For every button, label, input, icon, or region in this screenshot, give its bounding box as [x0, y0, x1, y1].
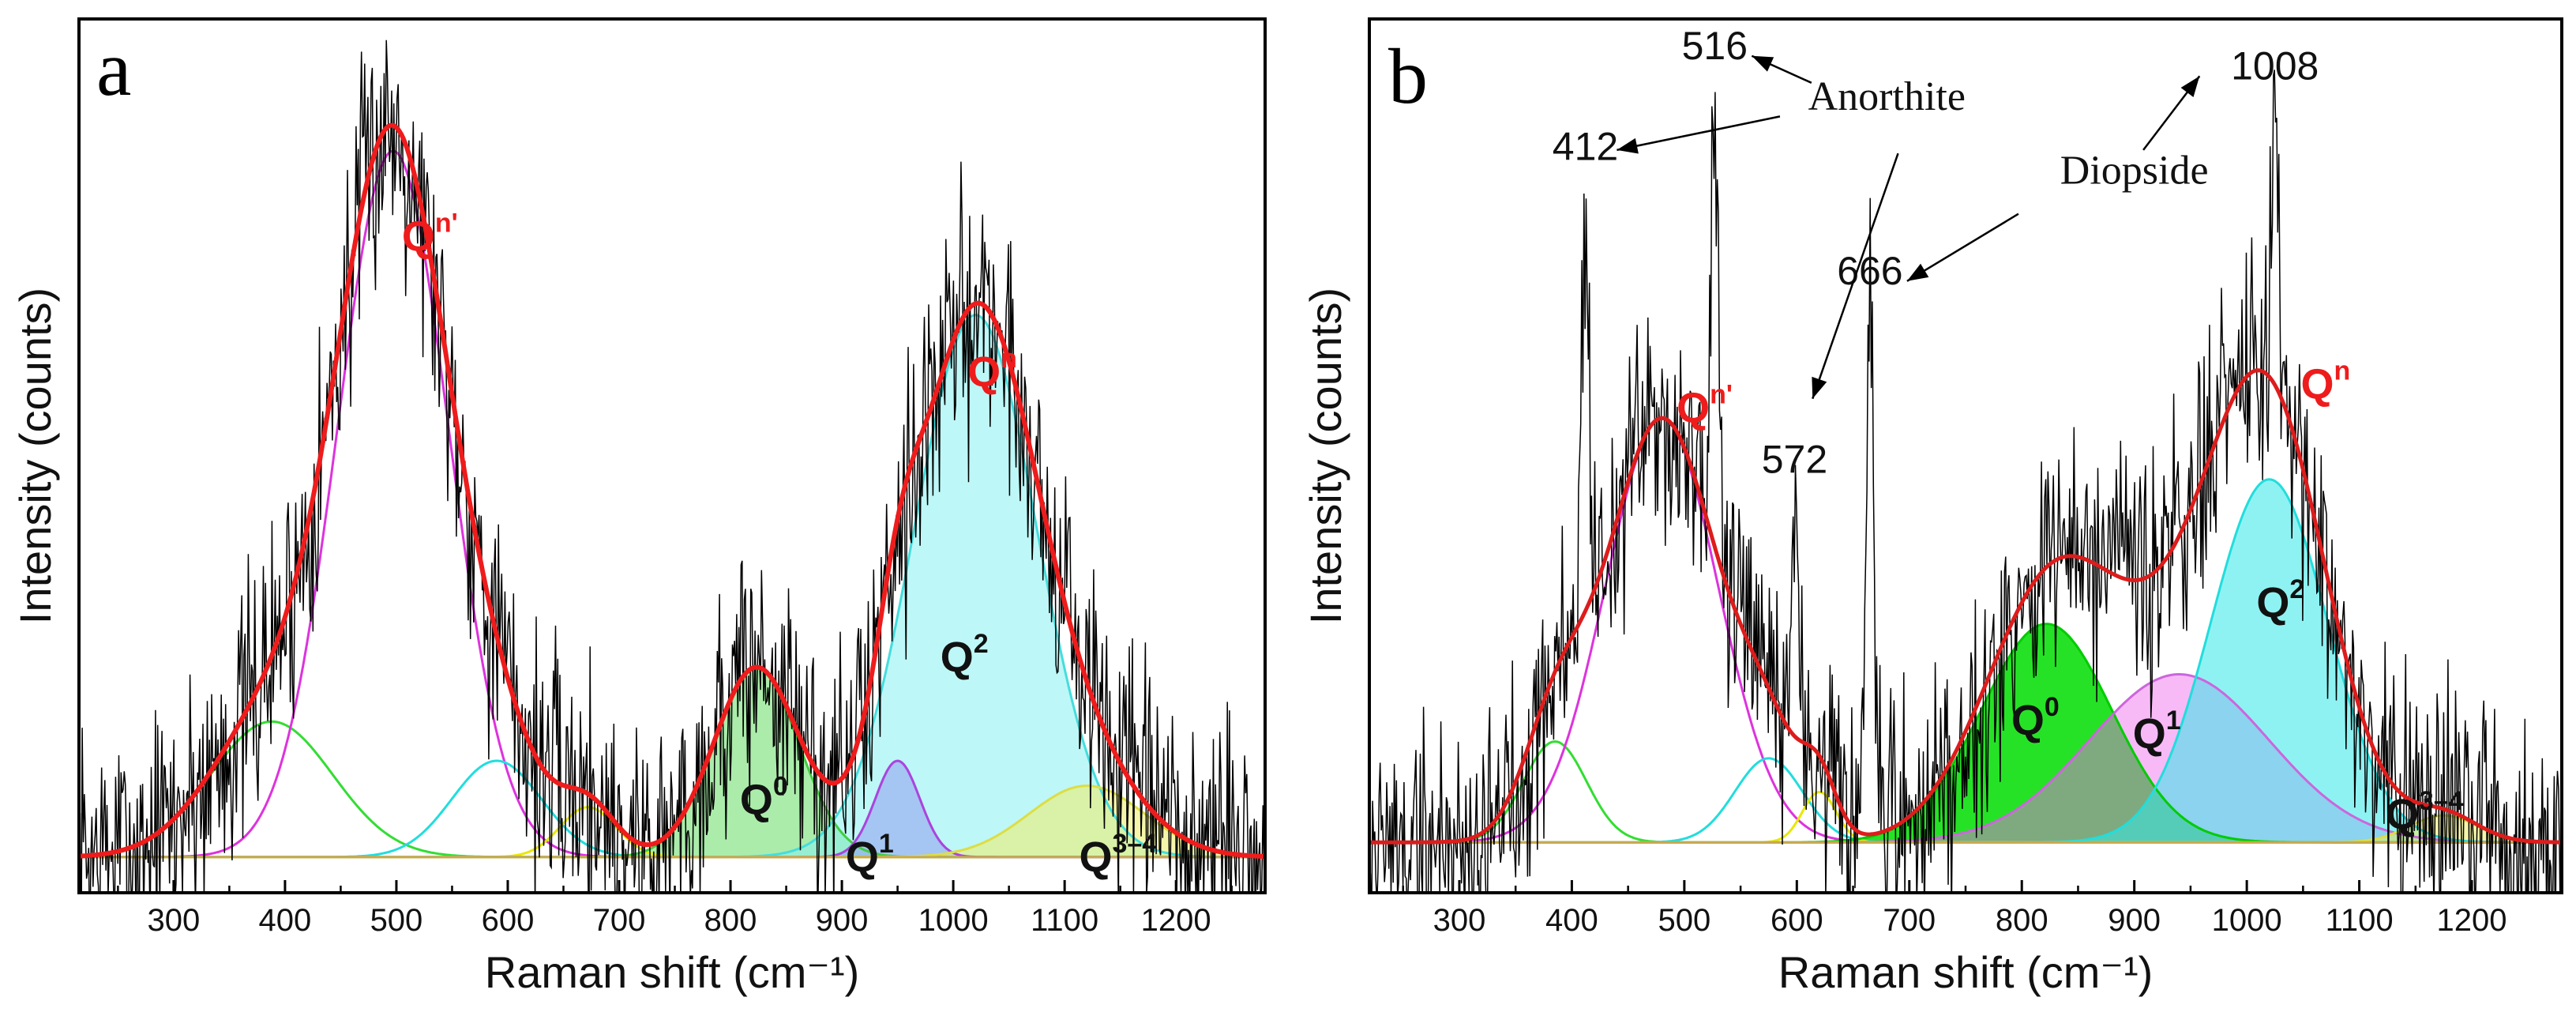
x-tick-label-400: 400: [1545, 903, 1598, 938]
component-label-q-0: Q0: [740, 772, 788, 824]
peak-annotation-666: 666: [1837, 249, 1902, 293]
x-tick-label-1000: 1000: [2212, 903, 2282, 938]
x-axis-title-b: Raman shift (cm⁻¹): [1778, 947, 2154, 997]
peak-lines-a: [79, 149, 1265, 859]
y-axis-title-b: Intensity (counts): [1301, 288, 1350, 624]
component-labels-b: Qn' Qn Q0 Q1 Q2 Q3–4: [1677, 356, 2464, 838]
x-tick-label-1000: 1000: [918, 903, 989, 938]
peak-lines-b: [1369, 417, 2562, 844]
plot-frame-a: [77, 17, 1267, 894]
arrow-diopside-0: [1906, 213, 2019, 282]
component-label-q-1: Q1: [2133, 706, 2181, 758]
peak-annotation-1008: 1008: [2231, 44, 2319, 88]
raw-spectrum-b: [1369, 70, 2562, 893]
component-label-q-n: Qn: [967, 344, 1017, 396]
x-tick-label-500: 500: [370, 903, 423, 938]
x-tick-label-400: 400: [259, 903, 312, 938]
mineral-annotation-anorthite: Anorthite: [1808, 74, 1966, 119]
y-axis-title-a: Intensity (counts): [10, 288, 60, 624]
x-axis-title-a: Raman shift (cm⁻¹): [485, 947, 860, 997]
component-label-q-n: Qn': [1677, 379, 1733, 431]
component-labels-a: Qn' Qn Q0 Q1 Q2 Q3–4: [402, 208, 1157, 880]
x-tick-label-900: 900: [816, 903, 869, 938]
arrow-anorthite-2: [1812, 152, 1899, 400]
component-label-q-n: Qn: [2300, 356, 2350, 408]
peak-annotation-572: 572: [1762, 437, 1827, 481]
x-tick-label-1200: 1200: [1141, 903, 1211, 938]
peak-annotation-412: 412: [1553, 125, 1618, 169]
x-axis-ticks-b: 300 400 500 600 700 800 900 1000 1100 1200: [1402, 880, 2529, 938]
mineral-annotation-diopside: Diopside: [2060, 148, 2209, 193]
component-label-q-3-4: Q3–4: [1079, 829, 1157, 881]
plot-area-a: [79, 40, 1265, 893]
raw-spectrum-a: [79, 40, 1265, 893]
x-tick-label-600: 600: [482, 903, 535, 938]
x-tick-label-1200: 1200: [2437, 903, 2507, 938]
x-tick-label-700: 700: [593, 903, 646, 938]
annotations-b: 516 412 572 666 1008 Anorthite Diopside: [1553, 24, 2319, 481]
arrowhead-anorthite-1: [1617, 137, 1639, 154]
x-tick-label-500: 500: [1658, 903, 1710, 938]
arrow-anorthite-1: [1617, 115, 1781, 152]
arrowhead-diopside-1: [2180, 76, 2200, 98]
peak-fill-q0: [1369, 623, 2562, 843]
fit-envelope-a: [79, 122, 1265, 860]
plot-area-b: [1369, 70, 2562, 893]
panel-letter-b: b: [1388, 32, 1428, 120]
panel-letter-a: a: [96, 24, 131, 112]
peak-fill-q2: [1369, 479, 2562, 843]
peak-annotation-516: 516: [1682, 24, 1748, 68]
x-tick-label-1100: 1100: [1031, 903, 1098, 938]
component-label-q-1: Q1: [846, 829, 894, 881]
x-axis-ticks-a: 300 400 500 600 700 800 900 1000 1100 1200: [117, 880, 1233, 938]
x-tick-label-1100: 1100: [2326, 903, 2394, 938]
x-tick-label-800: 800: [1996, 903, 2048, 938]
x-tick-label-600: 600: [1771, 903, 1823, 938]
x-tick-label-800: 800: [704, 903, 757, 938]
x-tick-label-300: 300: [148, 903, 201, 938]
panel-b: 300 400 500 600 700 800 900 1000 1100 1200 Qn' QnQ…: [1301, 17, 2563, 997]
panel-a: 300 400 500 600 700 800 900 1000 1100 1200 Qn'QnQ…: [10, 17, 1267, 997]
component-label-q-0: Q0: [2011, 692, 2060, 744]
x-tick-label-900: 900: [2108, 903, 2161, 938]
arrowhead-diopside-0: [1906, 263, 1929, 281]
x-tick-label-700: 700: [1883, 903, 1936, 938]
fit-envelope-b: [1369, 368, 2562, 845]
component-label-q-3-4: Q3–4: [2386, 786, 2464, 838]
arrowhead-anorthite-2: [1812, 376, 1827, 399]
component-label-q-2: Q2: [941, 629, 989, 681]
x-tick-label-300: 300: [1433, 903, 1486, 938]
component-label-q-n: Qn': [402, 208, 458, 260]
arrowhead-anorthite-0: [1752, 55, 1774, 72]
component-label-q-2: Q2: [2256, 574, 2304, 627]
